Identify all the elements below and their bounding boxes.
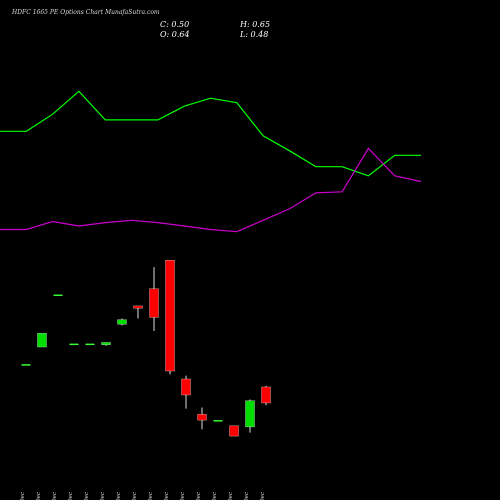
- candle-body: [37, 333, 47, 348]
- high-label: H: 0.65: [239, 20, 270, 29]
- x-tick-label: 23 Dec: [196, 492, 202, 500]
- candle-body: [165, 260, 175, 372]
- indicator-line: [0, 90, 421, 177]
- candle-body: [261, 386, 271, 404]
- x-tick-label: 02 Dec: [20, 492, 26, 500]
- candle-body: [181, 378, 191, 396]
- candle-body: [53, 294, 63, 297]
- x-tick-label: 26 Dec: [228, 492, 234, 500]
- x-tick-label: 30 Dec: [260, 492, 266, 500]
- x-tick-label: 13 Dec: [100, 492, 106, 500]
- low-label: L: 0.48: [239, 30, 268, 39]
- candle-body: [101, 342, 111, 345]
- x-tick-label: 16 Dec: [116, 492, 122, 500]
- x-tick-label: 17 Dec: [132, 492, 138, 500]
- candle-body: [21, 364, 31, 366]
- candle-body: [117, 319, 127, 325]
- x-tick-label: 24 Dec: [212, 492, 218, 500]
- x-tick-label: 19 Dec: [164, 492, 170, 500]
- candle-body: [133, 305, 143, 309]
- indicator-line: [0, 147, 422, 233]
- candle-body: [229, 425, 239, 437]
- x-tick-label: 06 Dec: [52, 492, 58, 500]
- x-tick-label: 18 Dec: [148, 492, 154, 500]
- candle-body: [69, 343, 79, 346]
- candle-body: [197, 414, 207, 421]
- x-tick-label: 20 Dec: [180, 492, 186, 500]
- candle-body: [213, 420, 223, 422]
- candle-body: [149, 288, 159, 318]
- x-tick-label: 29 Dec: [244, 492, 250, 500]
- x-tick-label: 03 Dec: [36, 492, 42, 500]
- x-tick-label: 09 Dec: [68, 492, 74, 500]
- close-label: C: 0.50: [160, 20, 189, 29]
- chart-title: HDFC 1665 PE Options Chart MunafaSutra.c…: [11, 9, 160, 16]
- x-tick-label: 11 Dec: [84, 492, 90, 500]
- candle-body: [245, 400, 255, 428]
- open-label: O: 0.64: [160, 30, 190, 39]
- candle-body: [85, 343, 95, 346]
